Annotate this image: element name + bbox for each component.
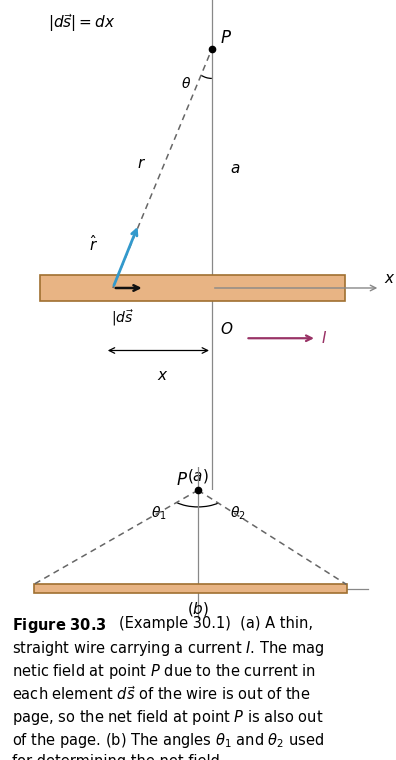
Text: $r$: $r$ bbox=[137, 156, 147, 171]
Text: $\theta$: $\theta$ bbox=[181, 76, 191, 91]
Text: $P$: $P$ bbox=[220, 29, 232, 46]
Text: $P$: $P$ bbox=[176, 471, 188, 489]
Text: $x$: $x$ bbox=[156, 368, 168, 382]
Text: netic field at point $P$ due to the current in: netic field at point $P$ due to the curr… bbox=[12, 662, 316, 681]
Text: $\hat{r}$: $\hat{r}$ bbox=[89, 234, 97, 254]
Text: page, so the net field at point $P$ is also out: page, so the net field at point $P$ is a… bbox=[12, 708, 324, 727]
Text: $(a)$: $(a)$ bbox=[187, 467, 209, 486]
Text: $\theta_1$: $\theta_1$ bbox=[150, 505, 166, 521]
Bar bbox=[34, 584, 347, 593]
Text: $x$: $x$ bbox=[384, 271, 396, 286]
Text: each element $d\vec{s}$ of the wire is out of the: each element $d\vec{s}$ of the wire is o… bbox=[12, 686, 310, 703]
Text: $|d\vec{s}$: $|d\vec{s}$ bbox=[111, 309, 134, 328]
Bar bbox=[40, 274, 345, 302]
Text: $\theta_2$: $\theta_2$ bbox=[230, 505, 246, 521]
Text: for determining the net field.: for determining the net field. bbox=[12, 754, 225, 760]
Text: $a$: $a$ bbox=[230, 161, 240, 176]
Text: straight wire carrying a current $I$. The mag: straight wire carrying a current $I$. Th… bbox=[12, 639, 324, 658]
Text: $O$: $O$ bbox=[220, 321, 233, 337]
Text: $(b)$: $(b)$ bbox=[187, 600, 209, 618]
Text: $I$: $I$ bbox=[321, 331, 327, 347]
Text: $\mathbf{Figure\ 30.3}$: $\mathbf{Figure\ 30.3}$ bbox=[12, 616, 107, 635]
Text: of the page. (b) The angles $\theta_1$ and $\theta_2$ used: of the page. (b) The angles $\theta_1$ a… bbox=[12, 731, 324, 750]
Text: $|d\vec{s}| = dx$: $|d\vec{s}| = dx$ bbox=[48, 12, 115, 34]
Text: (Example 30.1)  (a) A thin,: (Example 30.1) (a) A thin, bbox=[119, 616, 313, 632]
